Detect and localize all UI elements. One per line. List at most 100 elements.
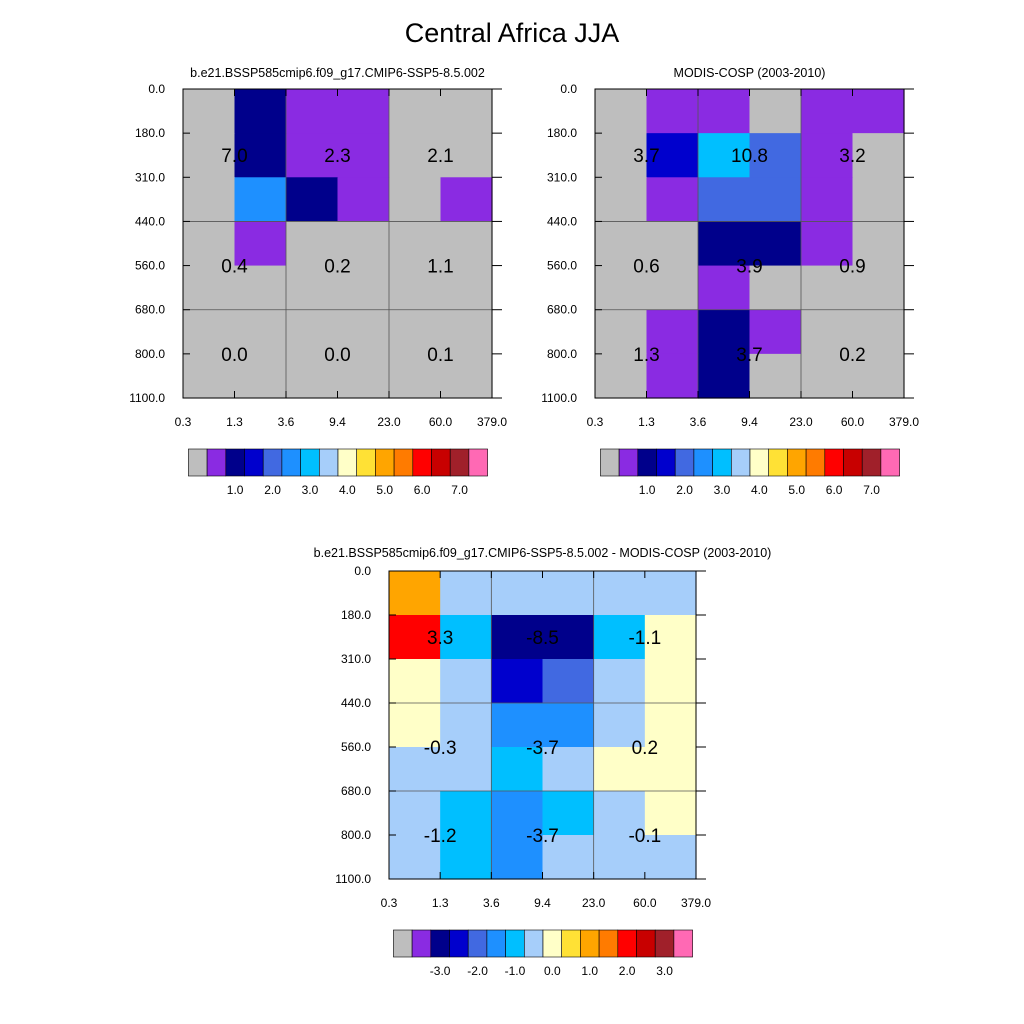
box-value-label: 0.0 (221, 345, 247, 366)
colorbar-swatch (617, 929, 637, 958)
box-value-label: -1.2 (424, 826, 457, 847)
heatmap-cell (646, 221, 699, 267)
heatmap-cell (852, 89, 905, 134)
panel-2: 0.3 1.3 3.6 9.4 23.0 60.0 379.0 0.0 180.0 310.0 44… (541, 66, 919, 497)
colorbar-tick-label: 1.0 (639, 483, 656, 497)
heatmap-cell (234, 265, 287, 311)
heatmap-cell (183, 309, 236, 355)
heatmap-cell (389, 309, 442, 355)
colorbar-swatch (356, 448, 376, 477)
box-value-label: 0.2 (324, 257, 350, 278)
y-tick-label: 1100.0 (541, 391, 577, 405)
box-value-label: 3.2 (839, 146, 865, 167)
box-value-label: -3.7 (526, 738, 559, 759)
box-value-label: 3.3 (427, 628, 453, 649)
colorbar-swatch (598, 929, 619, 958)
heatmap-cell (440, 747, 492, 792)
heatmap-cell (234, 133, 287, 178)
colorbar-tick-label: 7.0 (863, 483, 880, 497)
figure-title: Central Africa JJA (404, 18, 620, 48)
heatmap-cell (440, 309, 493, 355)
heatmap-cell (801, 221, 854, 267)
heatmap-cell (646, 89, 699, 134)
heatmap-cell (644, 835, 697, 880)
panel-title: b.e21.BSSP585cmip6.f09_g17.CMIP6-SSP5-8.… (314, 546, 772, 560)
heatmap-cell (646, 353, 699, 399)
y-tick-label: 180.0 (135, 126, 165, 140)
heatmap-cell (852, 309, 905, 355)
heatmap-cell (852, 221, 905, 267)
heatmap-cell (595, 353, 648, 399)
colorbar-tick-label: 2.0 (676, 483, 693, 497)
x-tick-label: 60.0 (429, 415, 453, 429)
colorbar-tick-label: 3.0 (656, 964, 673, 978)
colorbar-swatch (393, 448, 414, 477)
heatmap-cell (542, 747, 595, 792)
colorbar-tick-label: 2.0 (264, 483, 281, 497)
heatmap-cell (440, 703, 492, 748)
colorbar-tick-label: 0.0 (544, 964, 561, 978)
heatmap-cell (595, 133, 648, 178)
colorbar-swatch (412, 448, 432, 477)
colorbar-swatch (618, 448, 639, 477)
heatmap-cell (440, 353, 493, 399)
colorbar-swatch (468, 448, 488, 477)
heatmap-cell (183, 177, 236, 223)
heatmap-cell (749, 309, 802, 355)
heatmap-cell (852, 133, 905, 178)
y-tick-label: 800.0 (547, 347, 577, 361)
heatmap-cell (542, 791, 595, 836)
y-tick-label: 800.0 (135, 347, 165, 361)
box-value-label: -0.1 (628, 826, 661, 847)
colorbar-swatch (674, 448, 695, 477)
y-tick-label: 800.0 (341, 828, 371, 842)
colorbar-swatch (337, 448, 358, 477)
colorbar-swatch (600, 448, 620, 477)
colorbar-swatch (749, 448, 770, 477)
heatmap-cell (286, 309, 339, 355)
box-value-label: 0.0 (324, 345, 350, 366)
colorbar-swatch (449, 448, 470, 477)
colorbar-swatch (225, 448, 245, 477)
colorbar-tick-label: -2.0 (467, 964, 488, 978)
heatmap-cell (801, 133, 854, 178)
heatmap-cell (698, 221, 751, 267)
colorbar-swatch (580, 929, 600, 958)
box-value-label: 0.2 (839, 345, 865, 366)
heatmap-cell (183, 265, 236, 311)
heatmap-cell (801, 89, 854, 134)
colorbar-swatch (188, 448, 208, 477)
colorbar-swatch (880, 448, 900, 477)
heatmap-cell (440, 221, 493, 267)
heatmap-cell (337, 265, 390, 311)
heatmap-cell (389, 659, 441, 704)
heatmap-cell (698, 353, 751, 399)
heatmap-cell (698, 133, 751, 178)
heatmap-cell (749, 265, 802, 311)
colorbar-swatch (787, 448, 807, 477)
colorbar-swatch (262, 448, 283, 477)
heatmap-cell (389, 703, 441, 748)
colorbar-swatch (843, 448, 863, 477)
heatmap-cell (337, 353, 390, 399)
heatmap-cell (852, 265, 905, 311)
box-value-label: 7.0 (221, 146, 247, 167)
y-tick-label: 310.0 (341, 652, 371, 666)
y-tick-label: 0.0 (148, 82, 165, 96)
heatmap-cell (491, 835, 544, 880)
colorbar-tick-label: 5.0 (788, 483, 805, 497)
colorbar-tick-label: 3.0 (302, 483, 319, 497)
colorbar-swatch (730, 448, 751, 477)
heatmap-cell (440, 615, 492, 660)
panel-1: 0.3 1.3 3.6 9.4 23.0 60.0 379.0 0.0 180.0 310.0 44… (129, 66, 507, 497)
heatmap-cell (491, 659, 544, 704)
heatmap-cell (593, 835, 646, 880)
heatmap-cell (542, 659, 595, 704)
x-tick-label: 9.4 (329, 415, 346, 429)
x-tick-label: 23.0 (789, 415, 813, 429)
colorbar-swatch (637, 448, 657, 477)
colorbar-swatch (393, 929, 413, 958)
heatmap-cell (698, 309, 751, 355)
heatmap-cell (389, 353, 442, 399)
box-value-label: 2.1 (427, 146, 453, 167)
